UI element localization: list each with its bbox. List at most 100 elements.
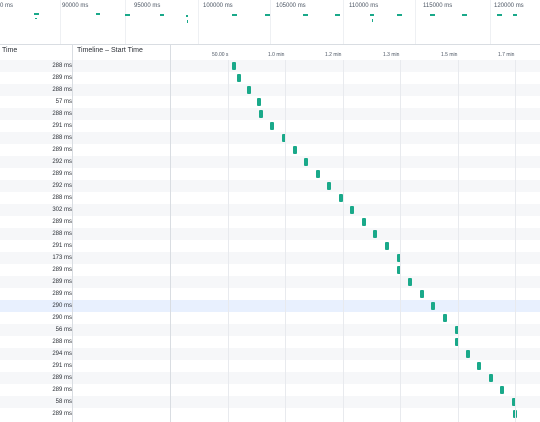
overview-event-mark: [265, 14, 270, 16]
time-cell: 292 ms: [52, 159, 72, 165]
overview-event-mark: [497, 14, 502, 16]
time-cell: 288 ms: [52, 135, 72, 141]
timeline-overview[interactable]: 0 ms 90000 ms 95000 ms 100000 ms 105000 …: [0, 0, 540, 45]
time-column-header[interactable]: Time: [2, 47, 18, 54]
timeline-bar[interactable]: [477, 362, 481, 370]
table-row[interactable]: 289 ms: [0, 168, 540, 180]
timeline-bar[interactable]: [443, 314, 447, 322]
column-divider: [170, 60, 171, 422]
timeline-bar[interactable]: [327, 182, 331, 190]
table-row[interactable]: 289 ms: [0, 372, 540, 384]
table-row[interactable]: 290 ms: [0, 312, 540, 324]
column-header-row: Time Timeline – Start Time 50.00 s 1.0 m…: [0, 45, 540, 61]
table-row[interactable]: 173 ms: [0, 252, 540, 264]
timeline-bar[interactable]: [385, 242, 389, 250]
table-row[interactable]: 289 ms: [0, 276, 540, 288]
overview-gridline: [270, 0, 271, 44]
overview-tick-label: 0 ms: [0, 3, 14, 9]
table-row[interactable]: 291 ms: [0, 360, 540, 372]
time-cell: 289 ms: [52, 171, 72, 177]
timeline-bar[interactable]: [489, 374, 493, 382]
overview-event-mark: [232, 14, 237, 16]
timeline-bar[interactable]: [455, 338, 459, 346]
timeline-bar[interactable]: [408, 278, 412, 286]
table-row[interactable]: 288 ms: [0, 192, 540, 204]
overview-tick-label: 90000 ms: [62, 3, 89, 9]
table-row[interactable]: 291 ms: [0, 240, 540, 252]
timeline-bar[interactable]: [259, 110, 263, 118]
timeline-bar[interactable]: [455, 326, 459, 334]
table-row[interactable]: 290 ms: [0, 300, 540, 312]
timeline-bar[interactable]: [362, 218, 366, 226]
table-row[interactable]: 289 ms: [0, 408, 540, 420]
table-row[interactable]: 56 ms: [0, 324, 540, 336]
timeline-bar[interactable]: [397, 266, 401, 274]
time-cell: 289 ms: [52, 387, 72, 393]
table-row[interactable]: 289 ms: [0, 384, 540, 396]
timeline-bar[interactable]: [500, 386, 504, 394]
timeline-bar[interactable]: [304, 158, 308, 166]
table-row[interactable]: 288 ms: [0, 336, 540, 348]
overview-event-mark: [370, 14, 374, 16]
timeline-bar[interactable]: [397, 254, 401, 262]
timeline-gridline: [285, 60, 286, 422]
column-divider: [72, 60, 73, 422]
table-row[interactable]: 289 ms: [0, 144, 540, 156]
table-row[interactable]: 292 ms: [0, 180, 540, 192]
timeline-bar[interactable]: [431, 302, 435, 310]
table-row[interactable]: 288 ms: [0, 108, 540, 120]
time-cell: 290 ms: [52, 303, 72, 309]
timeline-bar[interactable]: [247, 86, 251, 94]
timeline-bar[interactable]: [512, 398, 516, 406]
timeline-bar[interactable]: [466, 350, 470, 358]
overview-event-mark: [397, 14, 402, 16]
table-row[interactable]: 288 ms: [0, 60, 540, 72]
timeline-bar[interactable]: [232, 62, 236, 70]
time-cell: 291 ms: [52, 363, 72, 369]
timeline-bar[interactable]: [257, 98, 261, 106]
timeline-bar[interactable]: [282, 134, 286, 142]
table-row[interactable]: 288 ms: [0, 132, 540, 144]
table-row[interactable]: 289 ms: [0, 264, 540, 276]
column-divider[interactable]: [72, 45, 73, 60]
table-row[interactable]: 58 ms: [0, 396, 540, 408]
timeline-bar[interactable]: [237, 74, 241, 82]
table-row[interactable]: 302 ms: [0, 204, 540, 216]
time-cell: 290 ms: [52, 315, 72, 321]
time-cell: 288 ms: [52, 87, 72, 93]
table-row[interactable]: 289 ms: [0, 216, 540, 228]
table-row[interactable]: 289 ms: [0, 72, 540, 84]
overview-event-mark: [462, 14, 467, 16]
table-row[interactable]: 294 ms: [0, 348, 540, 360]
table-row[interactable]: 288 ms: [0, 228, 540, 240]
overview-event-mark: [513, 14, 517, 16]
time-cell: 302 ms: [52, 207, 72, 213]
time-cell: 292 ms: [52, 183, 72, 189]
timeline-gridline: [515, 60, 516, 422]
timeline-bar[interactable]: [420, 290, 424, 298]
timeline-column-header[interactable]: Timeline – Start Time: [77, 47, 143, 54]
timeline-bar[interactable]: [373, 230, 377, 238]
timeline-tick-label: 1.0 min: [268, 52, 285, 58]
timeline-bar[interactable]: [316, 170, 320, 178]
table-row[interactable]: 57 ms: [0, 96, 540, 108]
time-cell: 289 ms: [52, 147, 72, 153]
overview-event-mark: [186, 15, 188, 17]
timeline-bar[interactable]: [339, 194, 343, 202]
time-cell: 289 ms: [52, 411, 72, 417]
timeline-bar[interactable]: [293, 146, 297, 154]
table-row[interactable]: 291 ms: [0, 120, 540, 132]
table-row[interactable]: 289 ms: [0, 288, 540, 300]
timeline-bar[interactable]: [350, 206, 354, 214]
column-divider[interactable]: [170, 45, 171, 60]
timeline-tick-label: 50.00 s: [212, 52, 229, 58]
time-cell: 288 ms: [52, 339, 72, 345]
overview-tick-label: 100000 ms: [203, 3, 233, 9]
overview-tick-label: 105000 ms: [276, 3, 306, 9]
time-cell: 289 ms: [52, 375, 72, 381]
table-row[interactable]: 288 ms: [0, 84, 540, 96]
timeline-gridline: [228, 60, 229, 422]
table-row[interactable]: 292 ms: [0, 156, 540, 168]
timeline-bar[interactable]: [270, 122, 274, 130]
time-cell: 58 ms: [55, 399, 72, 405]
